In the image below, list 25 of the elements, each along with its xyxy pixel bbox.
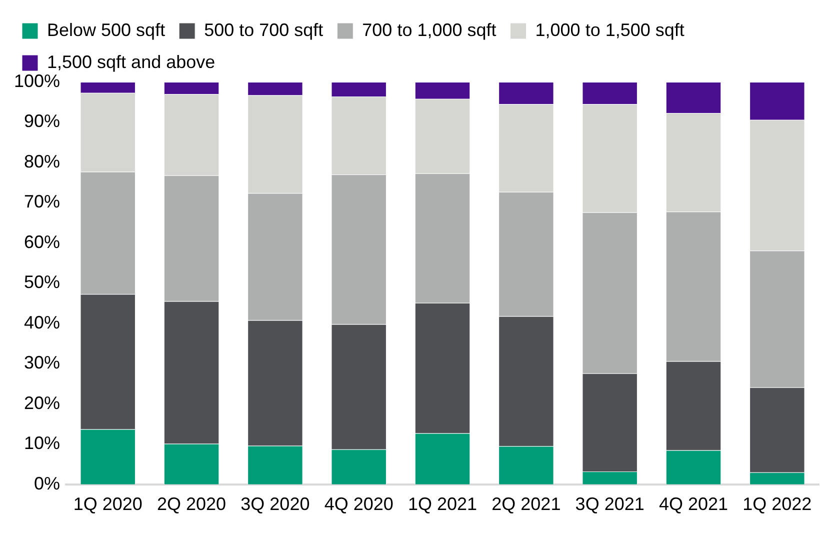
y-tick-label: 60% [24,232,60,252]
legend-label: 1,000 to 1,500 sqft [535,20,684,40]
x-tick-label: 3Q 2021 [575,494,644,514]
x-tick-label: 2Q 2021 [492,494,561,514]
y-tick-label: 50% [24,272,60,292]
x-tick-label: 3Q 2020 [240,494,310,514]
x-tick-label: 1Q 2021 [408,494,478,514]
legend-label: 500 to 700 sqft [204,20,324,40]
legend-label: 1,500 sqft and above [47,52,216,72]
x-tick-label: 1Q 2022 [742,494,812,514]
y-tick-label: 30% [24,352,60,373]
y-tick-label: 40% [24,312,60,332]
legend-label: 700 to 1,000 sqft [362,20,496,40]
legend-label: Below 500 sqft [47,20,166,40]
y-tick-label: 100% [14,70,60,91]
x-tick-label: 1Q 2020 [73,494,142,514]
y-tick-label: 0% [34,473,60,494]
y-tick-label: 80% [24,151,60,172]
y-tick-label: 90% [24,111,60,132]
x-tick-label: 4Q 2021 [658,494,728,514]
y-tick-label: 10% [24,433,60,454]
x-tick-label: 2Q 2020 [157,494,226,514]
y-tick-label: 70% [24,192,60,212]
y-tick-label: 20% [24,392,60,413]
x-tick-label: 4Q 2020 [324,494,394,514]
